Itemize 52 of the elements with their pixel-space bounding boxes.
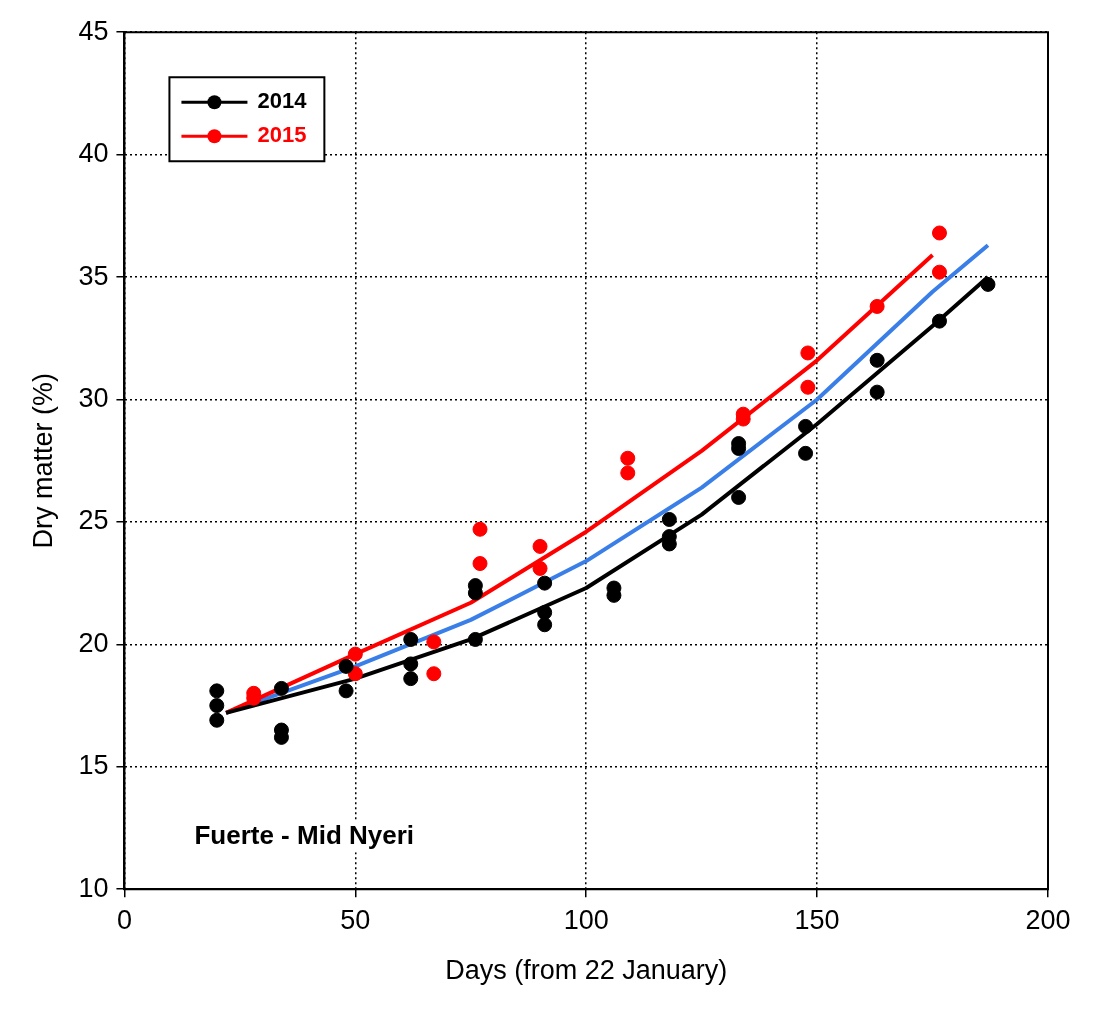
- point: [273, 680, 289, 696]
- point: [209, 698, 225, 714]
- point: [532, 560, 548, 576]
- point: [426, 666, 442, 682]
- legend-label: 2015: [257, 122, 307, 148]
- point: [338, 658, 354, 674]
- x-tick-label: 100: [563, 904, 609, 935]
- x-tick-label: 150: [794, 904, 840, 935]
- x-axis-title: Days (from 22 January): [445, 955, 728, 986]
- y-tick-label: 20: [78, 627, 109, 658]
- point: [661, 511, 677, 527]
- point: [403, 631, 419, 647]
- y-tick-label: 25: [78, 505, 109, 536]
- point: [869, 298, 885, 314]
- y-tick-label: 45: [78, 15, 109, 46]
- point: [980, 276, 996, 292]
- point: [209, 683, 225, 699]
- y-axis-title: Dry matter (%): [27, 372, 58, 549]
- point: [869, 384, 885, 400]
- x-tick-label: 0: [116, 904, 132, 935]
- x-tick-label: 200: [1025, 904, 1071, 935]
- point: [537, 575, 553, 591]
- point: [403, 671, 419, 687]
- point: [798, 445, 814, 461]
- point: [931, 264, 947, 280]
- y-tick-label: 15: [78, 750, 109, 781]
- annotation: Fuerte - Mid Nyeri: [194, 820, 415, 851]
- point: [620, 465, 636, 481]
- point: [869, 352, 885, 368]
- point: [800, 345, 816, 361]
- point: [532, 538, 548, 554]
- point: [537, 617, 553, 633]
- point: [472, 556, 488, 572]
- point: [467, 631, 483, 647]
- x-tick-label: 50: [340, 904, 371, 935]
- legend-label: 2014: [257, 88, 308, 114]
- point: [347, 646, 363, 662]
- point: [403, 656, 419, 672]
- y-tick-label: 10: [78, 872, 109, 903]
- y-tick-label: 40: [78, 138, 109, 169]
- point: [931, 313, 947, 329]
- point: [472, 521, 488, 537]
- point: [800, 379, 816, 395]
- y-tick-label: 30: [78, 382, 109, 413]
- point: [731, 489, 747, 505]
- y-tick-label: 35: [78, 260, 109, 291]
- point: [931, 225, 947, 241]
- point: [798, 418, 814, 434]
- point: [426, 634, 442, 650]
- point: [338, 683, 354, 699]
- point: [209, 712, 225, 728]
- point: [620, 450, 636, 466]
